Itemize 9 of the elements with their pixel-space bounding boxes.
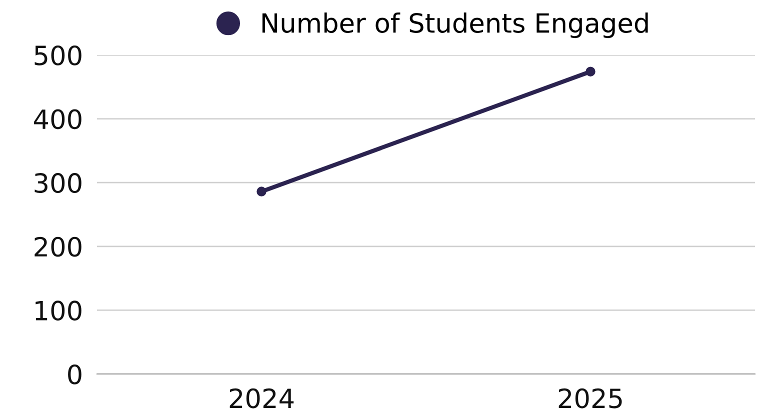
y-tick-label: 0 <box>68 364 82 384</box>
y-tick-label: 400 <box>34 109 82 130</box>
y-tick-label: 500 <box>34 45 82 66</box>
x-tick-label: 2025 <box>558 388 622 408</box>
y-tick-label: 200 <box>34 236 82 257</box>
y-tick-label: 300 <box>34 173 82 193</box>
x-tick-label: 2024 <box>230 388 294 408</box>
legend-label: Number of Students Engaged <box>262 12 648 38</box>
y-tick-label: 100 <box>36 300 82 321</box>
